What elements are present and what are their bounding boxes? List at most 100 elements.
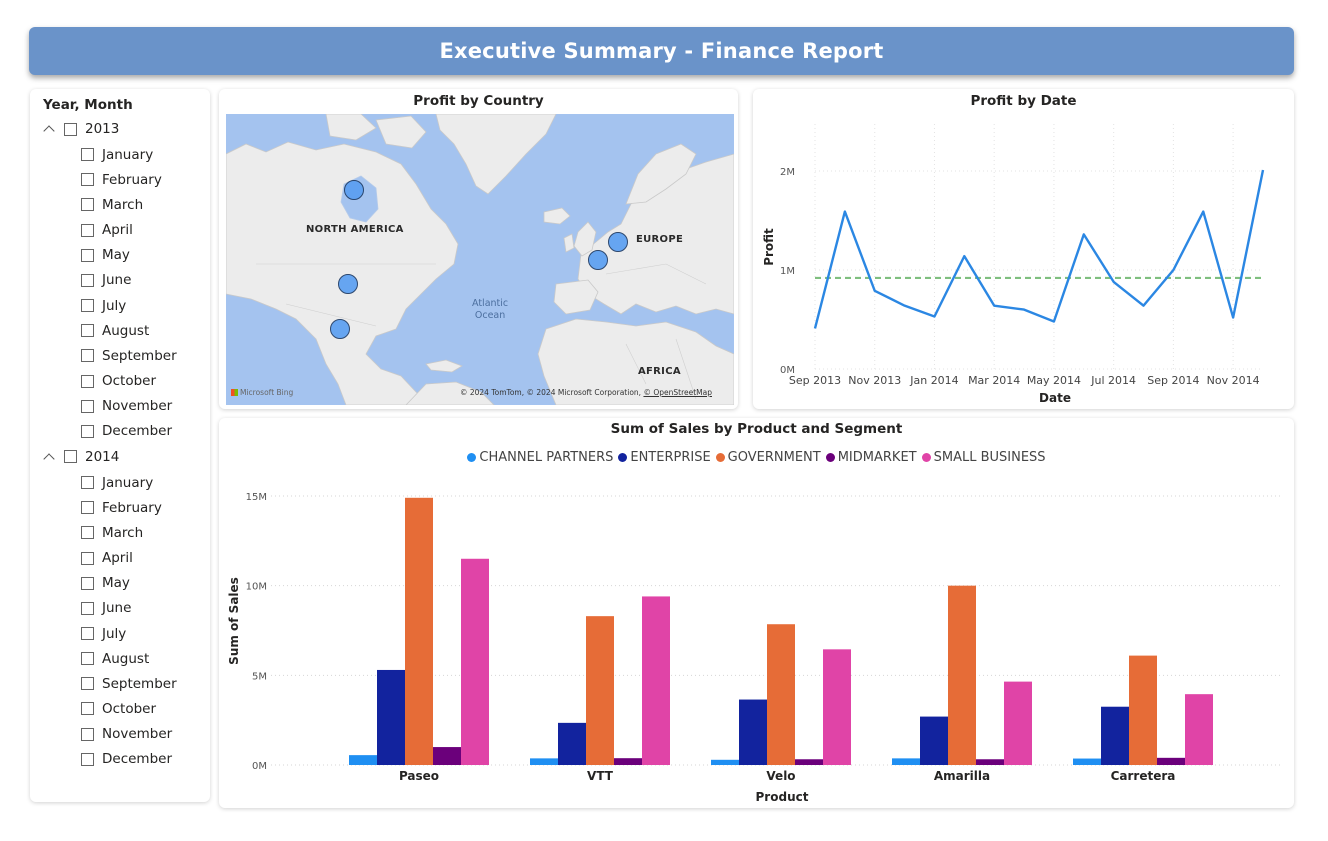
slicer-month-2013-january[interactable]: January [81, 145, 153, 165]
bar-amarilla-small-business[interactable] [1004, 681, 1032, 765]
legend-item-enterprise[interactable]: ENTERPRISE [618, 450, 711, 465]
month-checkbox[interactable] [81, 576, 94, 590]
month-checkbox[interactable] [81, 223, 94, 237]
year-month-slicer: Year, Month 2013 January February March Apri… [30, 89, 210, 802]
map-canvas[interactable]: NORTH AMERICA EUROPE AFRICA Atlantic Oce… [226, 114, 734, 405]
bar-vtt-small-business[interactable] [642, 596, 670, 765]
slicer-month-2014-november[interactable]: November [81, 724, 172, 744]
month-checkbox[interactable] [81, 652, 94, 666]
slicer-month-2014-april[interactable]: April [81, 548, 133, 568]
month-checkbox[interactable] [81, 424, 94, 438]
slicer-month-2014-february[interactable]: February [81, 498, 162, 518]
legend-item-small-business[interactable]: SMALL BUSINESS [921, 450, 1046, 465]
month-checkbox[interactable] [81, 702, 94, 716]
map-bubble-germany[interactable] [608, 232, 628, 252]
month-checkbox[interactable] [81, 198, 94, 212]
slicer-month-2013-august[interactable]: August [81, 321, 149, 341]
legend-item-government[interactable]: GOVERNMENT [715, 450, 821, 465]
bar-amarilla-channel-partners[interactable] [892, 758, 920, 765]
slicer-month-2014-may[interactable]: May [81, 573, 130, 593]
map-bubble-united-states[interactable] [338, 274, 358, 294]
bar-carretera-midmarket[interactable] [1157, 757, 1185, 765]
bar-velo-government[interactable] [767, 624, 795, 765]
map-bubble-canada[interactable] [344, 180, 364, 200]
bar-paseo-channel-partners[interactable] [349, 755, 377, 765]
year-checkbox[interactable] [64, 450, 77, 464]
bar-amarilla-enterprise[interactable] [920, 716, 948, 765]
bar-paseo-small-business[interactable] [461, 558, 489, 765]
slicer-year-2013[interactable]: 2013 [42, 119, 119, 139]
month-checkbox[interactable] [81, 148, 94, 162]
slicer-month-2013-october[interactable]: October [81, 371, 156, 391]
month-checkbox[interactable] [81, 526, 94, 540]
month-label: January [102, 146, 154, 163]
month-checkbox[interactable] [81, 273, 94, 287]
month-checkbox[interactable] [81, 601, 94, 615]
bar-velo-enterprise[interactable] [739, 699, 767, 765]
slicer-year-2014[interactable]: 2014 [42, 447, 119, 467]
slicer-month-2014-june[interactable]: June [81, 598, 131, 618]
bar-amarilla-government[interactable] [948, 585, 976, 765]
month-checkbox[interactable] [81, 677, 94, 691]
legend-item-midmarket[interactable]: MIDMARKET [825, 450, 917, 465]
slicer-month-2013-september[interactable]: September [81, 346, 177, 366]
bar-paseo-government[interactable] [405, 497, 433, 765]
slicer-month-2014-january[interactable]: January [81, 473, 153, 493]
slicer-month-2013-july[interactable]: July [81, 296, 126, 316]
bar-amarilla-midmarket[interactable] [976, 759, 1004, 765]
slicer-month-2014-october[interactable]: October [81, 699, 156, 719]
slicer-month-2014-december[interactable]: December [81, 749, 172, 769]
bar-vtt-channel-partners[interactable] [530, 758, 558, 765]
map-bubble-france[interactable] [588, 250, 608, 270]
month-checkbox[interactable] [81, 551, 94, 565]
bar-vtt-enterprise[interactable] [558, 722, 586, 765]
bar-velo-small-business[interactable] [823, 649, 851, 765]
month-checkbox[interactable] [81, 501, 94, 515]
month-label: September [102, 675, 177, 692]
month-checkbox[interactable] [81, 374, 94, 388]
month-checkbox[interactable] [81, 299, 94, 313]
collapse-caret-icon[interactable] [42, 450, 56, 464]
slicer-month-2013-february[interactable]: February [81, 170, 162, 190]
slicer-title: Year, Month [43, 97, 133, 113]
bar-carretera-government[interactable] [1129, 655, 1157, 765]
bar-carretera-enterprise[interactable] [1101, 706, 1129, 765]
month-checkbox[interactable] [81, 324, 94, 338]
collapse-caret-icon[interactable] [42, 122, 56, 136]
month-checkbox[interactable] [81, 727, 94, 741]
month-checkbox[interactable] [81, 399, 94, 413]
slicer-month-2014-july[interactable]: July [81, 624, 126, 644]
year-checkbox[interactable] [64, 122, 77, 136]
month-checkbox[interactable] [81, 752, 94, 766]
bar-paseo-midmarket[interactable] [433, 747, 461, 765]
month-checkbox[interactable] [81, 476, 94, 490]
bar-carretera-small-business[interactable] [1185, 694, 1213, 765]
map-bubble-mexico[interactable] [330, 319, 350, 339]
slicer-month-2014-september[interactable]: September [81, 674, 177, 694]
legend-label: MIDMARKET [837, 450, 917, 465]
bar-paseo-enterprise[interactable] [377, 669, 405, 765]
profit-by-date-chart: Profit by Date Sep 2013 Nov 2013 Jan 2014 M… [753, 89, 1294, 409]
slicer-month-2013-april[interactable]: April [81, 220, 133, 240]
slicer-month-2013-june[interactable]: June [81, 270, 131, 290]
slicer-month-2014-march[interactable]: March [81, 523, 143, 543]
month-checkbox[interactable] [81, 349, 94, 363]
slicer-month-2013-december[interactable]: December [81, 421, 172, 441]
bar-velo-channel-partners[interactable] [711, 759, 739, 765]
month-checkbox[interactable] [81, 173, 94, 187]
month-checkbox[interactable] [81, 248, 94, 262]
month-label: November [102, 398, 173, 415]
bar-velo-midmarket[interactable] [795, 759, 823, 765]
openstreetmap-link[interactable]: © OpenStreetMap [643, 388, 712, 397]
slicer-month-2013-november[interactable]: November [81, 396, 172, 416]
bar-vtt-midmarket[interactable] [614, 758, 642, 765]
month-checkbox[interactable] [81, 627, 94, 640]
legend-item-channel-partners[interactable]: CHANNEL PARTNERS [467, 450, 613, 465]
profit-series-line[interactable] [813, 169, 1265, 329]
slicer-month-2013-may[interactable]: May [81, 245, 130, 265]
bar-carretera-channel-partners[interactable] [1073, 758, 1101, 765]
sales-by-product-segment-chart: Sum of Sales by Product and Segment CHAN… [219, 418, 1294, 808]
slicer-month-2013-march[interactable]: March [81, 195, 143, 215]
slicer-month-2014-august[interactable]: August [81, 649, 149, 669]
bar-vtt-government[interactable] [586, 616, 614, 765]
